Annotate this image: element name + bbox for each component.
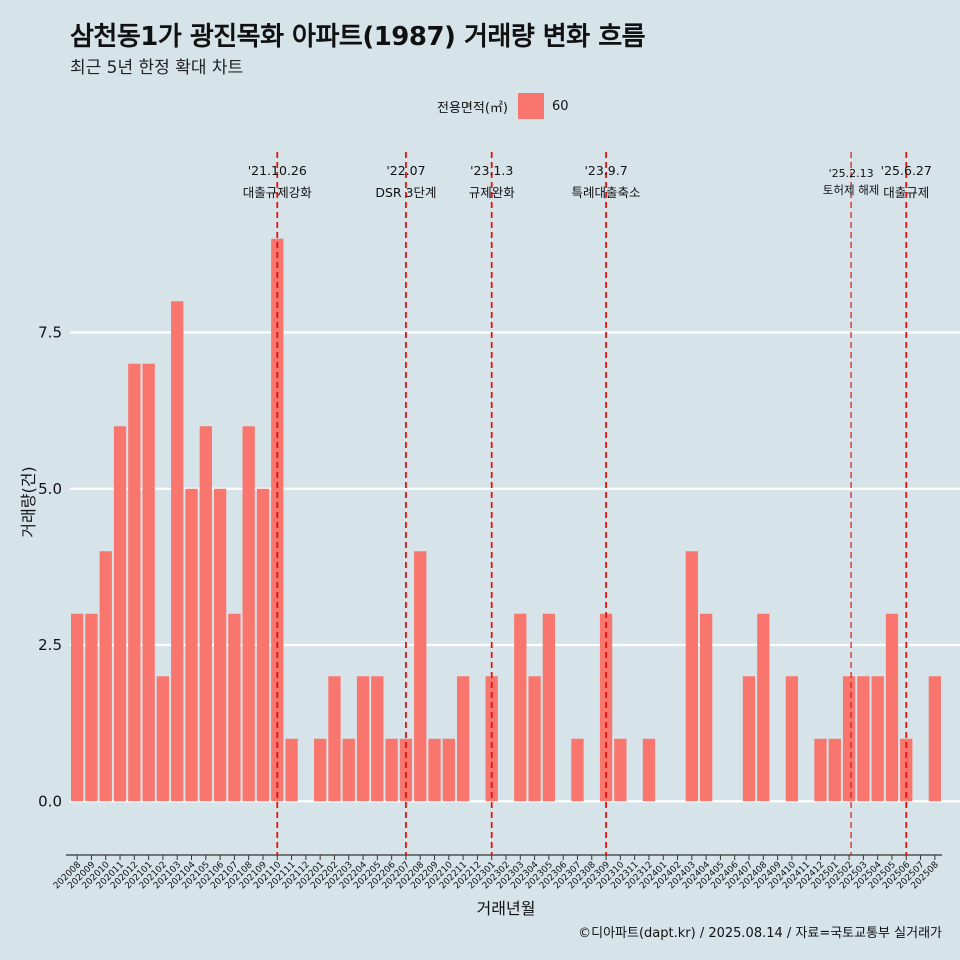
bar <box>99 551 112 802</box>
y-tick-label: 7.5 <box>38 324 62 342</box>
bar <box>156 676 170 802</box>
event-date-label: '21.10.26 <box>248 163 307 178</box>
bar <box>842 676 856 802</box>
event-date-label: '23.1.3 <box>470 163 513 178</box>
event-label: 대출규제강화 <box>243 185 313 200</box>
bar <box>442 738 455 802</box>
source-caption: ©디아파트(dapt.kr) / 2025.08.14 / 자료=국토교통부 실… <box>578 926 942 941</box>
event-date-label: '25.6.27 <box>881 163 932 178</box>
event-label: 대출규제 <box>883 185 929 200</box>
chart-title: 삼천동1가 광진목화 아파트(1987) 거래량 변화 흐름 <box>70 22 646 52</box>
chart-subtitle: 최근 5년 한정 확대 차트 <box>70 58 244 78</box>
bar <box>414 551 427 802</box>
bar <box>428 738 441 802</box>
bar <box>342 738 355 802</box>
bar <box>871 676 884 802</box>
bar <box>542 613 556 802</box>
bar <box>256 488 270 802</box>
legend-title: 전용면적(㎡) <box>437 100 508 116</box>
bar <box>456 676 470 802</box>
bar <box>642 738 656 802</box>
event-label: DSR 3단계 <box>375 185 436 200</box>
bar <box>785 676 799 802</box>
bar <box>900 738 913 802</box>
event-label: 특례대출축소 <box>572 185 641 200</box>
bar <box>171 301 184 802</box>
event-label: 토허제 해제 <box>823 183 880 197</box>
bar <box>399 738 413 802</box>
bar <box>514 613 527 802</box>
bar <box>185 488 198 802</box>
legend: 전용면적(㎡) 60 <box>437 93 569 119</box>
bar <box>757 613 770 802</box>
bar <box>113 426 127 802</box>
event-date-label: '23.9.7 <box>584 163 627 178</box>
bar <box>528 676 541 802</box>
bar <box>271 238 284 802</box>
bar <box>199 426 212 802</box>
bar <box>699 613 713 802</box>
bar <box>71 613 84 802</box>
y-tick-label: 5.0 <box>38 480 62 498</box>
bar <box>485 676 498 802</box>
bar <box>928 676 941 802</box>
bar <box>814 738 827 802</box>
event-label: 규제완화 <box>469 185 516 200</box>
bar <box>85 613 98 802</box>
bar <box>828 738 841 802</box>
bar <box>314 738 327 802</box>
bar <box>885 613 899 802</box>
event-date-label: '25.2.13 <box>829 167 874 180</box>
y-tick-label: 2.5 <box>38 636 62 654</box>
bar <box>371 676 384 802</box>
bar <box>128 363 141 802</box>
bar <box>328 676 341 802</box>
x-axis-title: 거래년월 <box>477 899 536 918</box>
bar <box>242 426 255 802</box>
bar <box>356 676 370 802</box>
legend-label: 60 <box>551 98 569 114</box>
y-axis-title: 거래량(건) <box>19 466 38 537</box>
bar <box>685 551 698 802</box>
bar <box>385 738 398 802</box>
event-date-label: '22.07 <box>386 163 425 178</box>
bar <box>614 738 627 802</box>
bar <box>228 613 241 802</box>
bar <box>571 738 584 802</box>
bar <box>213 488 227 802</box>
bar <box>142 363 155 802</box>
bar <box>742 676 756 802</box>
legend-swatch <box>517 93 544 119</box>
bar <box>285 738 298 802</box>
y-tick-label: 0.0 <box>38 792 62 810</box>
bar <box>857 676 870 802</box>
